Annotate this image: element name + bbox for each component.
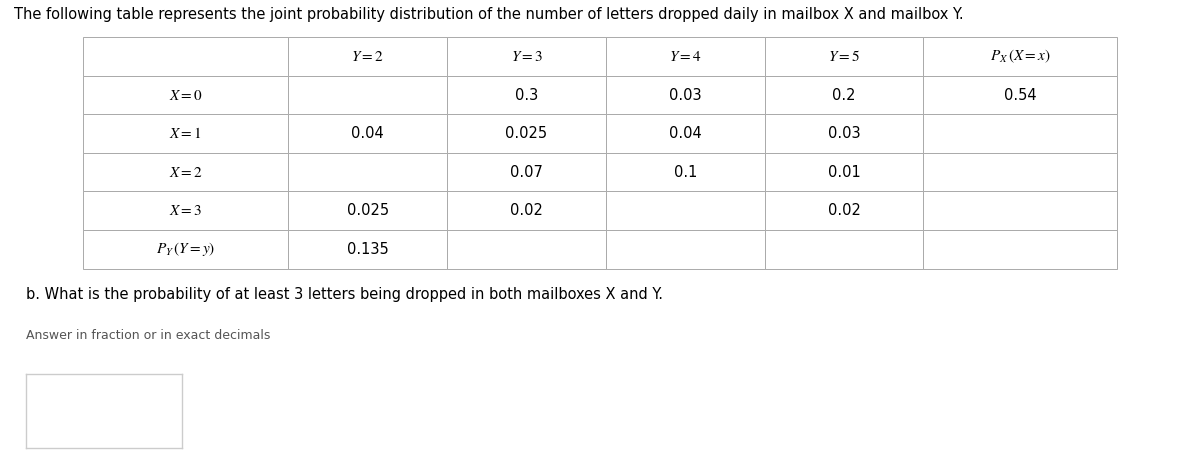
Text: The following table represents the joint probability distribution of the number : The following table represents the joint… [14,7,964,22]
Text: Answer in fraction or in exact decimals: Answer in fraction or in exact decimals [26,329,271,342]
Text: b. What is the probability of at least 3 letters being dropped in both mailboxes: b. What is the probability of at least 3… [26,287,664,302]
